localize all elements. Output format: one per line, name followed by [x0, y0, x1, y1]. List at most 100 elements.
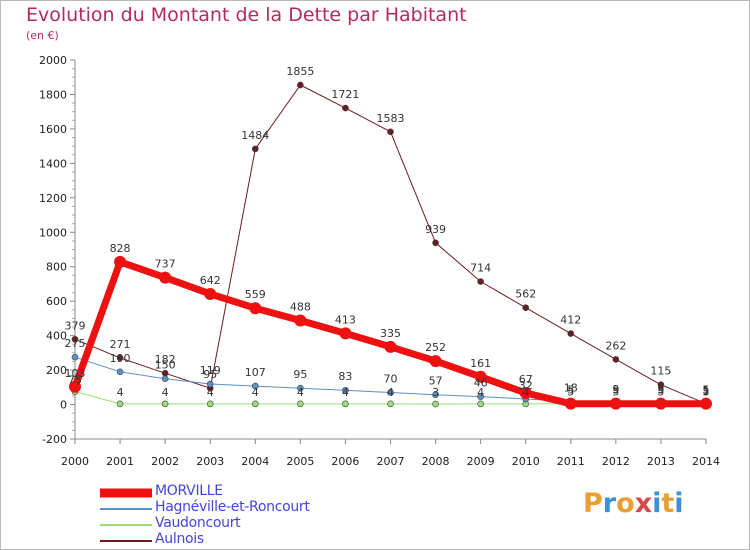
x-tick-label: 2000: [61, 455, 89, 468]
x-tick-label: 2004: [241, 455, 269, 468]
data-point: [522, 304, 530, 312]
data-label: 1855: [286, 65, 314, 78]
data-point: [519, 387, 532, 400]
data-label: 562: [515, 288, 536, 301]
data-label: 275: [65, 337, 86, 350]
data-label: 4: [477, 386, 484, 399]
x-tick-label: 2005: [286, 455, 314, 468]
data-point: [432, 391, 439, 399]
x-tick-label: 2006: [331, 455, 359, 468]
data-label: 714: [470, 262, 491, 275]
data-point: [387, 389, 394, 396]
data-point: [700, 397, 712, 410]
data-label: 5: [657, 386, 664, 399]
y-tick-label: 1400: [39, 157, 67, 170]
x-tick-label: 2003: [196, 455, 224, 468]
data-point: [342, 400, 349, 408]
data-point: [297, 384, 304, 392]
data-label: 1583: [377, 112, 405, 125]
data-label: 379: [65, 319, 86, 332]
data-label: 4: [207, 386, 214, 399]
x-tick-label: 2013: [647, 455, 675, 468]
data-label: 57: [429, 375, 443, 388]
legend-label: Aulnois: [155, 531, 204, 547]
data-label: 67: [519, 373, 533, 386]
data-label: 9: [612, 383, 619, 396]
data-label: 559: [245, 288, 266, 301]
y-tick-label: 1800: [39, 88, 67, 101]
data-point: [339, 327, 352, 340]
data-label: 4: [117, 386, 124, 399]
data-point: [564, 397, 577, 410]
data-label: 262: [605, 339, 626, 352]
data-label: 95: [293, 368, 307, 381]
data-label: 271: [110, 338, 131, 351]
data-label: 70: [384, 372, 398, 385]
data-label: 412: [560, 314, 581, 327]
x-tick-label: 2001: [106, 455, 134, 468]
data-label: 182: [155, 353, 176, 366]
logo-letter: r: [602, 488, 617, 519]
data-point: [612, 356, 620, 363]
data-point: [342, 386, 349, 394]
data-label: 161: [470, 357, 491, 370]
data-point: [384, 340, 397, 353]
data-label: 5: [703, 386, 710, 399]
x-tick-label: 2011: [557, 455, 585, 468]
logo-letter: i: [652, 488, 662, 519]
data-point: [71, 335, 79, 343]
legend-label: Hagnéville-et-Roncourt: [155, 499, 310, 515]
data-label: 413: [335, 313, 356, 326]
y-tick-label: 800: [46, 261, 67, 274]
chart-title: Evolution du Montant de la Dette par Hab…: [26, 4, 467, 26]
data-point: [432, 400, 439, 408]
data-label: 119: [200, 364, 221, 377]
data-label: 828: [110, 242, 131, 255]
y-tick-label: 0: [60, 399, 67, 412]
data-point: [654, 397, 667, 410]
x-tick-label: 2007: [377, 455, 405, 468]
y-tick-label: 200: [46, 364, 67, 377]
logo-letter: i: [674, 488, 684, 519]
x-tick-label: 2014: [692, 455, 720, 468]
data-label: 1484: [241, 129, 269, 142]
data-point: [206, 400, 214, 408]
data-point: [657, 381, 665, 389]
data-label: 46: [474, 377, 488, 390]
axes: -200 0 200 400 600 800 1000 1200 1400 1600 1800 200…: [39, 54, 720, 468]
x-tick-label: 2012: [602, 455, 630, 468]
data-label: 4: [162, 386, 169, 399]
data-point: [69, 380, 81, 393]
data-point: [477, 400, 484, 408]
data-label: 1: [703, 384, 710, 397]
x-tick-label: 2008: [422, 455, 450, 468]
legend-swatch-hagneville: [100, 508, 152, 510]
data-point: [159, 271, 172, 284]
data-label: 4: [342, 386, 349, 399]
data-point: [297, 81, 304, 89]
data-label: 252: [425, 341, 446, 354]
data-label: 5: [657, 384, 664, 397]
data-label: 4: [387, 386, 394, 399]
data-label: 939: [425, 223, 446, 236]
logo-letter: o: [616, 488, 635, 519]
data-point: [429, 355, 442, 368]
data-point: [116, 354, 124, 362]
chart-subtitle: (en €): [26, 29, 59, 42]
data-point: [251, 400, 259, 408]
data-point: [387, 128, 394, 136]
data-label: 95: [203, 368, 217, 381]
data-point: [204, 287, 217, 300]
data-label: 103: [65, 367, 86, 380]
y-tick-label: -200: [42, 433, 67, 446]
data-point: [477, 393, 484, 400]
data-label: 4: [252, 386, 259, 399]
data-point: [342, 104, 349, 112]
data-point: [161, 400, 169, 408]
data-label: 5: [612, 384, 619, 397]
logo-letter: P: [583, 488, 603, 519]
logo-letter: x: [634, 488, 653, 519]
y-tick-label: 400: [46, 330, 67, 343]
